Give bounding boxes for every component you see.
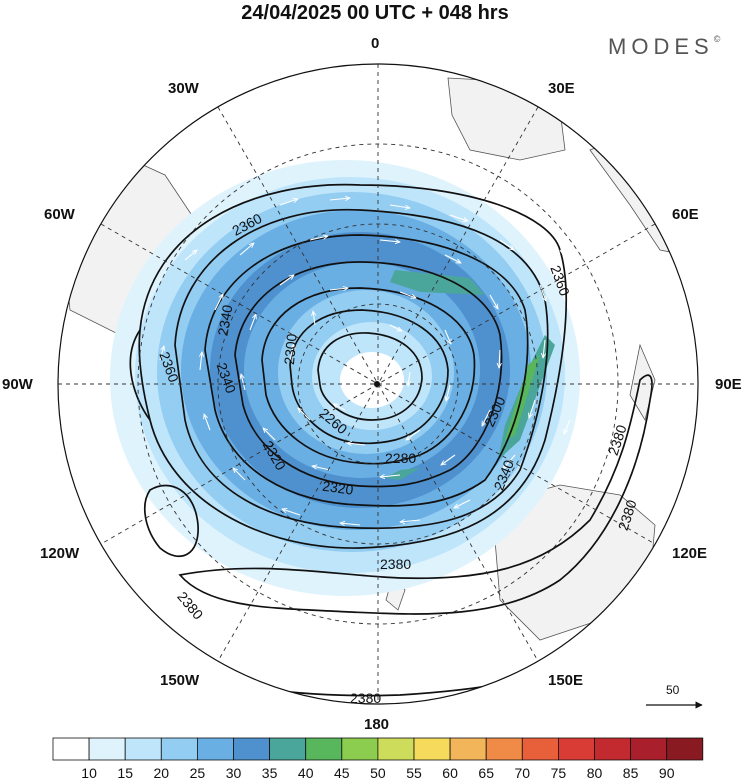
lon-label-90e: 90E bbox=[715, 376, 742, 393]
lon-label-120w: 120W bbox=[40, 545, 80, 562]
contour-label: 2380 bbox=[380, 556, 411, 572]
lon-label-60w: 60W bbox=[44, 206, 75, 223]
lon-label-30w: 30W bbox=[168, 80, 199, 97]
contour-label: 2280 bbox=[385, 450, 416, 466]
lon-label-150w: 150W bbox=[160, 672, 200, 689]
lon-label-120e: 120E bbox=[672, 545, 708, 562]
lon-label-90w: 90W bbox=[2, 376, 33, 393]
lon-label-60e: 60E bbox=[672, 206, 699, 223]
map-boundary bbox=[57, 63, 699, 705]
contour-label: 2380 bbox=[350, 690, 381, 706]
jet-core-north bbox=[390, 270, 485, 295]
reference-vector-label: 50 bbox=[666, 683, 680, 697]
contour-label: 2340 bbox=[214, 303, 235, 337]
lon-label-150e: 150E bbox=[548, 672, 584, 689]
map-title: 24/04/2025 00 UTC + 048 hrs bbox=[241, 2, 509, 24]
contour-label: 2300 bbox=[281, 333, 300, 366]
brand-logo: MODES© bbox=[608, 34, 721, 59]
map-content bbox=[58, 64, 698, 704]
wind-vectors bbox=[159, 198, 571, 525]
pole-marker bbox=[374, 381, 380, 387]
lon-label-30e: 30E bbox=[548, 80, 575, 97]
lon-label-180: 180 bbox=[364, 716, 390, 733]
contour-label: 2320 bbox=[321, 478, 354, 498]
lon-label-0: 0 bbox=[371, 35, 380, 52]
